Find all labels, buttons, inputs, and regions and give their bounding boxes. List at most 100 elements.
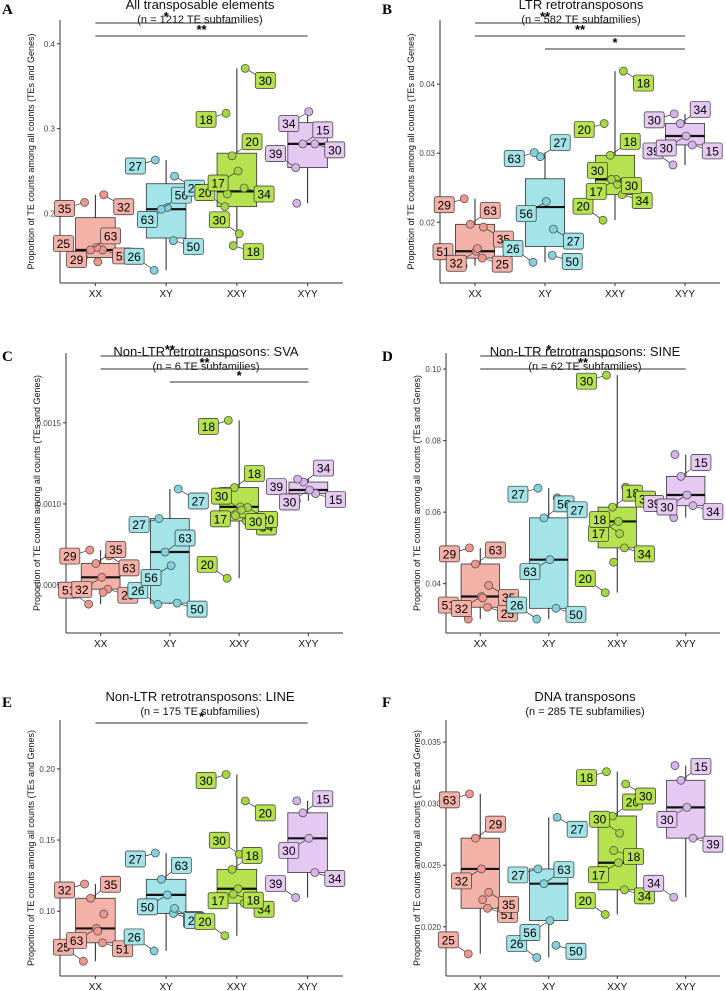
y-tick-label: 0.0010	[37, 500, 62, 509]
data-point	[156, 874, 166, 884]
data-point	[220, 202, 230, 212]
point-label: 29	[443, 547, 457, 561]
point-label-box	[565, 942, 587, 960]
point-label-box	[278, 841, 300, 859]
point-label: 25	[496, 258, 510, 272]
point-label: 17	[211, 177, 225, 191]
point-label: 27	[570, 823, 584, 837]
data-point	[670, 761, 680, 770]
point-label-box	[242, 891, 264, 909]
point-label-box	[574, 892, 596, 909]
point-label: 34	[636, 194, 650, 208]
point-label-box	[643, 874, 665, 892]
point-label: 27	[567, 235, 581, 249]
point-label-box	[279, 493, 300, 511]
point-label: 30	[591, 164, 605, 178]
data-point	[682, 490, 692, 500]
point-label-box	[589, 511, 611, 528]
point-label: 50	[190, 603, 204, 617]
point-label: 20	[579, 572, 593, 586]
point-label: 26	[506, 242, 520, 256]
point-label: 30	[215, 490, 229, 504]
data-point	[539, 879, 549, 889]
x-tick-label: XX	[474, 982, 488, 991]
data-point	[477, 864, 486, 874]
point-label: 18	[245, 849, 259, 863]
point-label: 34	[706, 505, 720, 519]
point-label-box	[254, 804, 276, 822]
data-point	[535, 152, 545, 162]
panel-letter: D	[382, 349, 393, 365]
point-label-box	[127, 582, 149, 599]
point-label-box	[498, 895, 519, 913]
data-point	[465, 219, 475, 229]
point-label-box	[701, 142, 723, 160]
data-point	[602, 767, 611, 777]
point-label-box	[128, 516, 150, 533]
point-label: 63	[484, 204, 498, 218]
data-point	[598, 215, 608, 225]
point-label-box	[566, 820, 588, 838]
point-label-box	[241, 133, 263, 151]
point-label: 56	[144, 571, 158, 585]
panel-subtitle: (n = 6 TE subfamilies)	[152, 361, 259, 373]
panel-letter: E	[2, 695, 12, 711]
data-point	[609, 846, 619, 855]
point-label-box	[507, 485, 529, 503]
point-label-box	[503, 150, 525, 167]
x-tick-label: XY	[542, 639, 556, 650]
point-label-box	[211, 487, 232, 505]
data-point	[484, 887, 494, 897]
panel-title: Non-LTR retrotransposons: LINE	[105, 689, 294, 704]
point-label-box	[433, 196, 455, 214]
point-label-box	[187, 492, 209, 510]
y-tick-label: 0.04	[419, 80, 435, 89]
data-point	[668, 160, 678, 170]
point-label: 18	[637, 77, 651, 91]
point-label: 27	[192, 495, 206, 509]
y-tick-label: 0.06	[425, 508, 441, 517]
point-label: 20	[245, 135, 259, 149]
point-label-box	[479, 201, 501, 219]
data-point	[533, 864, 543, 874]
point-label-box	[587, 161, 608, 179]
point-label: 34	[694, 103, 708, 117]
point-label: 30	[282, 844, 296, 858]
point-label: 17	[211, 894, 225, 908]
point-label-box	[515, 205, 537, 222]
point-label: 15	[329, 493, 343, 507]
x-tick-label: XYY	[298, 982, 318, 991]
point-label: 32	[117, 200, 131, 214]
x-tick-label: XX	[89, 289, 103, 300]
point-label: 51	[116, 942, 130, 956]
data-point	[477, 253, 487, 263]
point-label-box	[519, 924, 541, 941]
panel-C: C Non-LTR retrotransposons: SVA (n = 6 TE …	[2, 342, 346, 650]
data-point	[621, 779, 631, 789]
box-XY	[150, 518, 190, 604]
data-point	[292, 796, 302, 806]
data-point	[221, 108, 231, 118]
point-label-box	[561, 253, 583, 270]
y-tick-label: 0.03	[419, 149, 435, 158]
data-point	[223, 415, 233, 425]
data-point	[529, 148, 539, 157]
point-label-box	[54, 881, 75, 899]
point-label-box	[566, 501, 588, 519]
point-label: 50	[141, 900, 155, 914]
significance-label: **	[540, 9, 551, 24]
point-label-box	[324, 870, 346, 887]
point-label: 15	[706, 144, 720, 158]
panel-A: A All transposable elements(n = 1212 TE s…	[2, 0, 346, 300]
data-point	[688, 501, 698, 511]
point-label-box	[634, 545, 655, 563]
data-point	[552, 812, 562, 822]
point-label-box	[123, 928, 145, 946]
point-label-box	[245, 513, 266, 530]
data-point	[227, 151, 237, 161]
point-label-box	[588, 866, 609, 884]
data-point	[471, 559, 480, 569]
point-label-box	[324, 141, 346, 159]
point-label-box	[576, 372, 597, 390]
point-label: 63	[175, 859, 189, 873]
